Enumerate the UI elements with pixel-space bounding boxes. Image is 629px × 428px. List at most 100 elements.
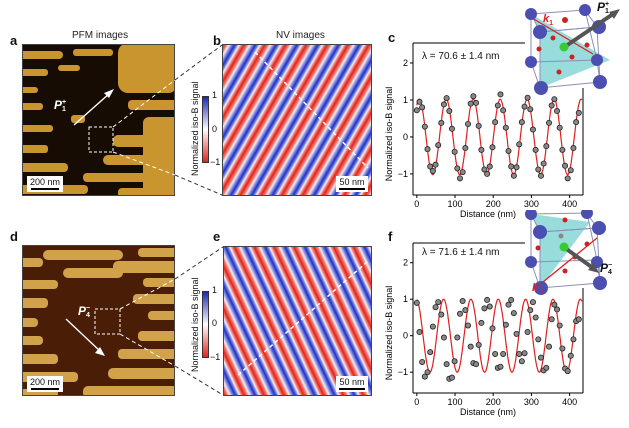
data-point [505,301,512,308]
data-point [435,299,442,306]
data-point [413,107,420,114]
data-point [521,350,528,357]
panel-label-a: a [10,33,18,48]
scale-bar-b: 50 nm [336,176,368,192]
data-point [510,172,517,179]
data-point [516,350,523,357]
x-axis-label: Distance (nm) [460,407,516,417]
connector-line [112,79,176,128]
data-point [459,298,466,305]
y-tick-label: 1 [403,95,408,105]
data-point [529,299,536,306]
x-tick-label: 300 [524,397,539,407]
scale-bar-label: 50 nm [339,177,365,187]
data-point [518,119,525,126]
data-point [524,94,531,101]
data-point [489,144,496,151]
nv-image-b [222,44,372,196]
y-tick-label: 2 [403,58,408,68]
x-tick-label: 300 [524,199,539,209]
corner-atoms [525,210,607,295]
colorbar-tick: 0 [212,318,218,328]
chart-f: 0 100 200 300 400 −1 0 1 2 Distance (nm) Normalize… [384,242,584,417]
data-point [419,358,426,365]
data-point [467,100,474,107]
zoom-box-a [88,126,114,153]
data-point [486,303,493,310]
crystal-inset-c [525,4,620,95]
data-point [524,329,531,336]
panel-label-f: f [388,229,393,244]
polarization-arrow-d [65,318,105,356]
scale-bar-e: 50 nm [336,376,368,392]
center-atom [559,42,569,52]
data-point [454,334,461,341]
data-point [548,316,555,323]
nv-image-e [223,246,372,396]
polarization-arrow-icon [561,12,615,50]
chart-c: 0 100 200 300 400 −1 0 1 2 Distance (nm) Normalize… [384,42,584,219]
data-point [570,145,577,152]
data-point [484,296,491,303]
data-point [554,108,561,115]
polarization-label-a: P+ 1 [54,98,66,113]
data-point [575,109,582,116]
data-point [451,148,458,155]
data-point [513,164,520,171]
scale-bar-label: 200 nm [30,177,61,187]
data-point [443,361,450,368]
panel-title-pfm: PFM images [72,30,129,41]
data-point [502,321,509,328]
data-point [567,167,574,174]
pol-sub: 4 [608,268,612,276]
data-point [416,98,423,105]
k-symbol: k [543,13,550,25]
k-sub: 1 [549,20,554,28]
data-point [484,170,491,177]
colorbar-tick: −1 [210,157,221,167]
data-point [505,147,512,154]
data-point [416,329,423,336]
data-point [481,305,488,312]
data-point [456,310,463,317]
data-point [570,336,577,343]
data-point [551,96,558,103]
data-point [462,145,469,152]
panel-label-c: c [388,30,396,45]
data-point [500,350,507,357]
data-point [575,316,582,323]
data-point [465,322,472,329]
polarization-arrow-a [73,89,114,126]
connector-line [119,333,176,367]
scale-bar-label: 200 nm [30,377,61,387]
data-point [537,172,544,179]
data-point [427,349,434,356]
wavelength-annotation-f: λ = 71.6 ± 1.4 nm [422,247,500,258]
data-point [459,169,466,176]
panel-title-nv: NV images [276,30,325,41]
data-point [532,146,539,153]
data-point [478,146,485,153]
y-axis-label: Normalized iso-B signal [384,286,394,381]
data-point [424,369,431,376]
connector-line [174,174,223,196]
y-tick-label: 0 [403,132,408,142]
connector-line [174,44,223,81]
data-point [562,162,569,169]
data-point [413,299,420,306]
data-point [429,167,436,174]
data-point [448,125,455,132]
data-point [489,325,496,332]
data-point [478,319,485,326]
data-point [497,363,504,370]
data-point [513,330,520,337]
pol-sub: 1 [605,7,609,15]
polarization-label-f: P− 4 [600,261,612,276]
data-point [535,166,542,173]
y-tick-label: 2 [403,258,408,268]
k-sub: 1 [540,289,545,297]
data-point [546,119,553,126]
pol-symbol: P [600,261,609,275]
data-point [432,304,439,311]
